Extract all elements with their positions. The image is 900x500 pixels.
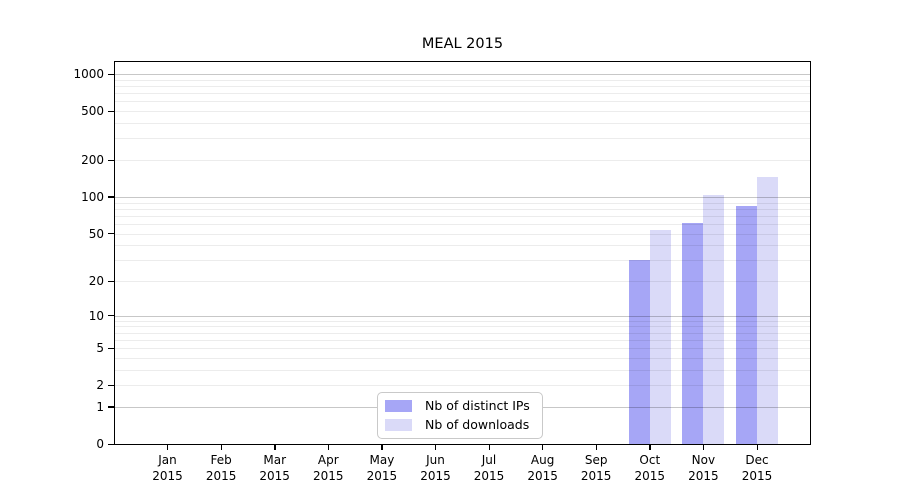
bar-distinct-ips-oct: [628, 260, 650, 444]
bar-downloads-nov: [703, 194, 725, 444]
x-tick-label-jul: Jul 2015: [473, 453, 505, 483]
y-tick-label-20: 20: [88, 274, 104, 288]
x-tick-mark: [649, 445, 651, 450]
y-tick-label-50: 50: [88, 226, 104, 241]
x-tick-label-jan: Jan 2015: [152, 453, 183, 483]
y-tick-mark: [108, 159, 114, 161]
y-tick-label-500: 500: [81, 104, 104, 119]
bar-distinct-ips-nov: [682, 223, 704, 444]
x-tick-mark: [488, 445, 490, 450]
y-tick-mark: [108, 110, 114, 112]
legend: Nb of distinct IPs Nb of downloads: [377, 392, 543, 439]
y-tick-label-5: 5: [96, 341, 104, 356]
y-tick-label-10: 10: [88, 308, 104, 323]
y-tick-label-200: 200: [81, 153, 104, 167]
bar-distinct-ips-dec: [736, 205, 757, 444]
x-tick-label-jun: Jun 2015: [420, 453, 451, 483]
x-tick-label-aug: Aug 2015: [527, 453, 558, 483]
legend-label: Nb of distinct IPs: [425, 398, 530, 413]
bar-downloads-oct: [649, 230, 671, 444]
bar-downloads-dec: [757, 177, 778, 444]
x-tick-label-feb: Feb 2015: [205, 453, 237, 483]
y-tick-label-100: 100: [81, 189, 104, 204]
y-tick-mark: [108, 280, 114, 282]
x-tick-mark: [274, 445, 276, 450]
y-tick-label-2: 2: [96, 378, 104, 393]
x-tick-label-nov: Nov 2015: [688, 453, 719, 483]
y-tick-mark: [108, 315, 114, 317]
y-tick-mark: [108, 406, 114, 408]
y-tick-mark: [108, 347, 114, 349]
y-tick-label-1000: 1000: [73, 67, 104, 81]
x-tick-label-dec: Dec 2015: [741, 453, 773, 483]
legend-row-distinct-ips: Nb of distinct IPs: [385, 399, 532, 413]
x-tick-mark: [327, 445, 330, 450]
y-tick-mark: [108, 384, 114, 387]
x-tick-mark: [756, 445, 758, 450]
plot-area: [114, 61, 811, 445]
legend-label: Nb of downloads: [425, 417, 530, 432]
legend-row-downloads: Nb of downloads: [385, 418, 532, 432]
x-tick-mark: [220, 445, 222, 450]
x-tick-label-oct: Oct 2015: [634, 453, 666, 483]
chart-title: MEAL 2015: [421, 36, 504, 52]
y-tick-mark: [108, 196, 114, 198]
y-tick-mark: [108, 233, 114, 235]
x-tick-mark: [435, 445, 437, 450]
x-tick-mark: [381, 445, 383, 450]
y-tick-label-1: 1: [96, 399, 104, 414]
x-tick-label-may: May 2015: [366, 453, 398, 483]
x-tick-mark: [702, 445, 705, 450]
x-tick-mark: [542, 445, 544, 450]
x-tick-mark: [595, 445, 598, 450]
x-tick-label-mar: Mar 2015: [259, 453, 290, 483]
x-tick-label-sep: Sep 2015: [580, 453, 612, 483]
legend-swatch-icon: [385, 400, 412, 412]
y-tick-mark: [108, 443, 114, 445]
x-tick-label-apr: Apr 2015: [313, 453, 344, 483]
x-tick-mark: [167, 445, 169, 450]
legend-swatch-icon: [385, 419, 412, 431]
y-tick-label-0: 0: [96, 437, 104, 451]
bars-layer: [115, 62, 810, 444]
y-tick-mark: [108, 73, 114, 75]
